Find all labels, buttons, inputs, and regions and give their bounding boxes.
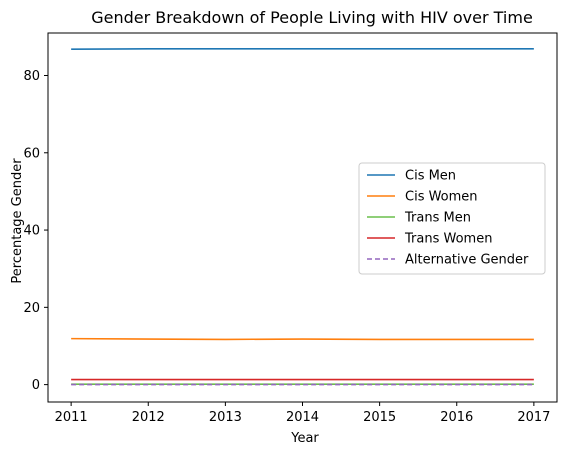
y-axis-label: Percentage Gender xyxy=(10,158,25,284)
x-axis: 2011 2012 2013 2014 2015 2016 2017 xyxy=(55,402,550,425)
x-axis-label: Year xyxy=(290,431,319,446)
legend: Cis Men Cis Women Trans Men Trans Women Alte… xyxy=(358,162,546,275)
legend-label: Cis Men xyxy=(405,169,456,184)
series-line-cis-women xyxy=(71,337,534,341)
x-tick-label: 2015 xyxy=(363,410,396,425)
series-layer xyxy=(71,48,534,386)
x-tick-label: 2016 xyxy=(440,410,473,425)
y-tick-label: 0 xyxy=(32,378,40,393)
legend-label: Trans Men xyxy=(404,211,471,226)
x-tick-label: 2011 xyxy=(55,410,88,425)
legend-label: Trans Women xyxy=(404,232,492,247)
y-tick-label: 40 xyxy=(23,224,40,239)
y-tick-label: 80 xyxy=(23,69,40,84)
legend-label: Cis Women xyxy=(405,190,478,205)
x-tick-label: 2017 xyxy=(517,410,550,425)
y-axis: 0 20 40 60 80 xyxy=(23,69,48,393)
x-tick-label: 2012 xyxy=(132,410,165,425)
y-tick-label: 20 xyxy=(23,301,40,316)
x-tick-label: 2014 xyxy=(286,410,319,425)
chart-title: Gender Breakdown of People Living with H… xyxy=(91,8,533,27)
legend-label: Alternative Gender xyxy=(405,253,529,268)
y-tick-label: 60 xyxy=(23,146,40,161)
x-tick-label: 2013 xyxy=(209,410,242,425)
legend-box xyxy=(358,162,546,275)
